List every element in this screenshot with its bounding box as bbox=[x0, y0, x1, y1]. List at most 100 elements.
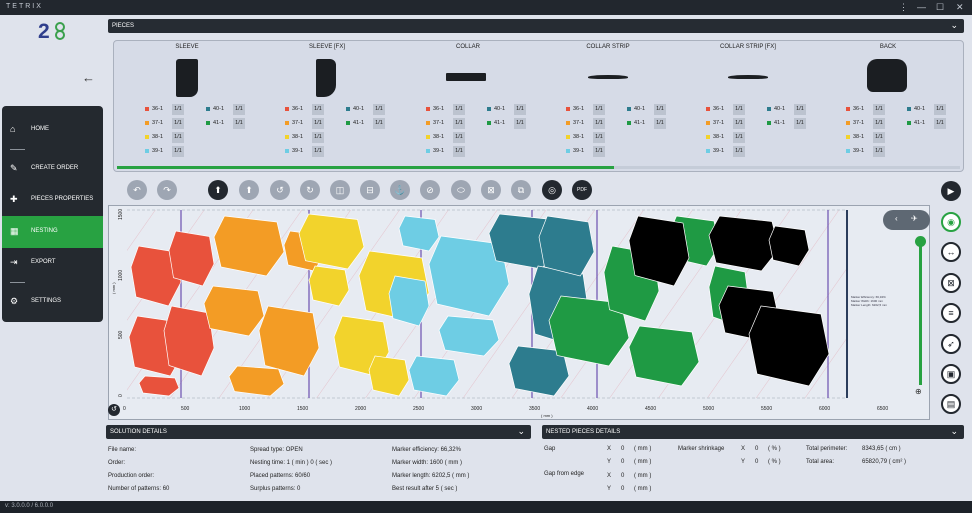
size-qty: 1/1 bbox=[794, 118, 806, 129]
zoom-slider[interactable] bbox=[919, 240, 922, 385]
piece-name: COLLAR STRIP [FX] bbox=[720, 44, 776, 50]
nested-piece[interactable] bbox=[538, 215, 595, 277]
gap-x-value[interactable]: 0 bbox=[621, 446, 625, 452]
flip-vertical-icon[interactable]: ◫ bbox=[330, 180, 350, 200]
solution-details-header[interactable]: SOLUTION DETAILS ⌄ bbox=[106, 425, 531, 439]
size-qty: 1/1 bbox=[312, 146, 324, 157]
piece-name: COLLAR STRIP bbox=[586, 44, 630, 50]
nested-piece[interactable] bbox=[228, 365, 285, 397]
size-qty: 1/1 bbox=[172, 146, 184, 157]
nested-piece[interactable] bbox=[628, 325, 700, 387]
group-icon[interactable]: ⧉ bbox=[511, 180, 531, 200]
nested-piece[interactable] bbox=[408, 355, 460, 397]
play-icon[interactable]: ▶ bbox=[941, 181, 961, 201]
size-label: 39-1 bbox=[573, 148, 585, 154]
rocket-icon[interactable]: ➶ bbox=[941, 334, 961, 354]
rotate-left-icon[interactable]: ↺ bbox=[270, 180, 290, 200]
nested-piece[interactable] bbox=[168, 230, 215, 287]
shrink-x-value[interactable]: 0 bbox=[755, 446, 759, 452]
size-label: 39-1 bbox=[433, 148, 445, 154]
redo-icon[interactable]: ↷ bbox=[157, 180, 177, 200]
x-tick-label: 6500 bbox=[877, 406, 888, 412]
nested-piece[interactable] bbox=[368, 355, 410, 397]
size-entry: 41-1 1/1 bbox=[346, 118, 385, 129]
upload-alt-icon[interactable]: ⬆ bbox=[239, 180, 259, 200]
chevron-down-icon[interactable]: ⌄ bbox=[950, 20, 958, 30]
nested-piece[interactable] bbox=[768, 225, 810, 267]
fit-icon[interactable]: ⊠ bbox=[481, 180, 501, 200]
nested-piece[interactable] bbox=[213, 215, 285, 277]
edge-y-value[interactable]: 0 bbox=[621, 486, 625, 492]
nav-divider bbox=[10, 149, 25, 150]
pieces-header[interactable]: PIECES ⌄ bbox=[108, 19, 964, 33]
undo-icon[interactable]: ↶ bbox=[127, 180, 147, 200]
flip-horizontal-icon[interactable]: ⊟ bbox=[360, 180, 380, 200]
no-rotate-icon[interactable]: ⊘ bbox=[420, 180, 440, 200]
shrink-y-value[interactable]: 0 bbox=[755, 459, 759, 465]
nested-piece[interactable] bbox=[163, 305, 215, 377]
maximize-icon[interactable]: ☐ bbox=[936, 2, 945, 12]
chevron-left-icon[interactable]: ‹ bbox=[895, 214, 898, 223]
nested-piece[interactable] bbox=[298, 213, 365, 270]
size-label: 36-1 bbox=[433, 106, 445, 112]
fit-page-icon[interactable]: ⊠ bbox=[941, 273, 961, 293]
marker-canvas[interactable]: Marker Efficiency: 66,32% Marker Width: … bbox=[108, 205, 930, 420]
upload-icon[interactable]: ⬆ bbox=[208, 180, 228, 200]
nav-item-home[interactable]: ⌂ HOME bbox=[10, 124, 49, 134]
width-icon[interactable]: ↔ bbox=[941, 242, 961, 262]
size-label: 39-1 bbox=[152, 148, 164, 154]
save-icon[interactable]: ▣ bbox=[941, 364, 961, 384]
size-qty: 1/1 bbox=[733, 146, 745, 157]
size-qty: 1/1 bbox=[593, 146, 605, 157]
nav-item-nesting[interactable]: ▦ NESTING bbox=[2, 216, 103, 248]
nested-piece[interactable] bbox=[628, 215, 690, 287]
shrink-y-label: Y bbox=[741, 459, 746, 465]
anchor-icon[interactable]: ⚓ bbox=[390, 180, 410, 200]
nested-piece[interactable] bbox=[748, 305, 830, 387]
nested-piece[interactable] bbox=[308, 265, 350, 307]
save-as-icon[interactable]: ▤ bbox=[941, 394, 961, 414]
nested-piece[interactable] bbox=[203, 285, 265, 337]
nav-item-settings[interactable]: ⚙ SETTINGS bbox=[10, 296, 62, 306]
zoom-icon: ⊕ bbox=[915, 387, 922, 396]
edge-x-value[interactable]: 0 bbox=[621, 473, 625, 479]
piece-shape bbox=[446, 73, 486, 81]
size-label: 39-1 bbox=[713, 148, 725, 154]
telescope-icon: ✈ bbox=[911, 214, 918, 223]
shape-icon[interactable]: ⬭ bbox=[451, 180, 471, 200]
chevron-down-icon[interactable]: ⌄ bbox=[517, 426, 525, 436]
size-entry: 40-1 1/1 bbox=[206, 104, 245, 115]
zoom-slider-handle[interactable] bbox=[915, 236, 926, 247]
rotate-right-icon[interactable]: ↻ bbox=[300, 180, 320, 200]
back-arrow-icon[interactable]: ← bbox=[82, 70, 95, 85]
nav-item-pieces-properties[interactable]: ✚ PIECES PROPERTIES bbox=[10, 194, 94, 204]
target-icon[interactable]: ◎ bbox=[542, 180, 562, 200]
list-icon[interactable]: ≡ bbox=[941, 303, 961, 323]
nested-piece[interactable] bbox=[388, 275, 430, 327]
reset-view-icon[interactable]: ↺ bbox=[108, 404, 120, 416]
view-toggle-pill[interactable]: ‹ ✈ bbox=[883, 210, 930, 230]
nested-pieces-header[interactable]: NESTED PIECES DETAILS ⌄ bbox=[542, 425, 964, 439]
size-qty: 1/1 bbox=[733, 104, 745, 115]
nested-piece[interactable] bbox=[258, 305, 320, 377]
chevron-down-icon[interactable]: ⌄ bbox=[950, 426, 958, 436]
pdf-icon[interactable]: PDF bbox=[572, 180, 592, 200]
size-qty: 1/1 bbox=[593, 132, 605, 143]
minimize-icon[interactable]: — bbox=[917, 2, 926, 12]
nav-item-export[interactable]: ⇥ EXPORT bbox=[10, 257, 56, 267]
nested-piece[interactable] bbox=[138, 375, 180, 397]
nav-item-create-order[interactable]: ✎ CREATE ORDER bbox=[10, 163, 79, 173]
nested-piece[interactable] bbox=[398, 215, 440, 252]
y-tick-label: 500 bbox=[118, 330, 124, 339]
nested-piece[interactable] bbox=[438, 315, 500, 357]
y-tick-label: 1500 bbox=[118, 209, 124, 220]
eye-icon[interactable]: ◉ bbox=[941, 212, 961, 232]
nested-piece[interactable] bbox=[708, 215, 780, 272]
menu-icon[interactable]: ⋮ bbox=[899, 2, 908, 12]
y-axis-unit: ( mm ) bbox=[111, 282, 116, 294]
gap-y-value[interactable]: 0 bbox=[621, 459, 625, 465]
size-entry: 37-1 1/1 bbox=[145, 118, 184, 129]
close-icon[interactable]: ✕ bbox=[956, 2, 964, 12]
size-entry: 39-1 1/1 bbox=[846, 146, 885, 157]
x-tick-label: 1500 bbox=[297, 406, 308, 412]
